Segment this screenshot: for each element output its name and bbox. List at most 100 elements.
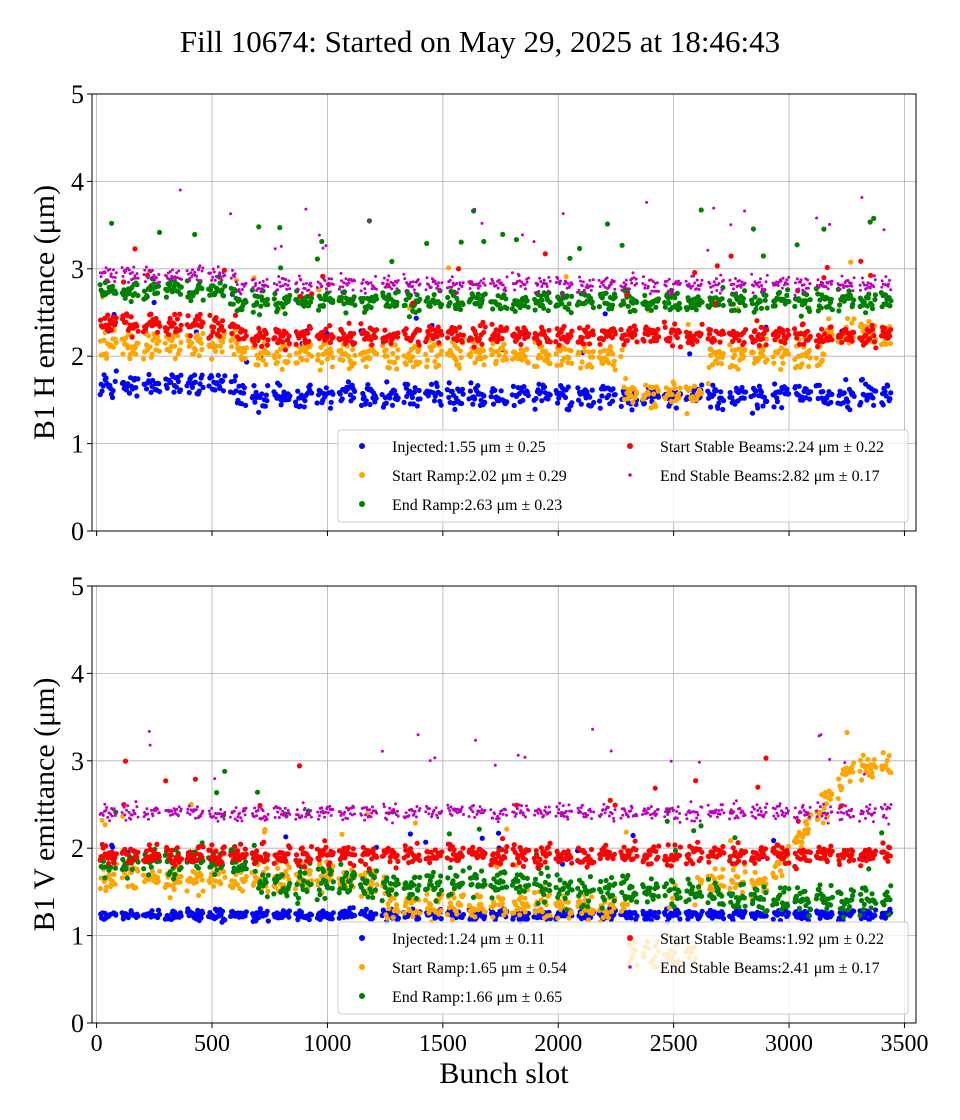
data-point <box>692 270 698 276</box>
data-point <box>480 348 486 354</box>
data-point <box>189 271 193 275</box>
data-point <box>780 360 786 366</box>
data-point <box>496 352 502 358</box>
data-point <box>383 338 389 344</box>
data-point <box>828 399 834 405</box>
data-point <box>406 314 412 320</box>
data-point <box>633 327 639 333</box>
data-point <box>859 376 866 382</box>
data-point <box>872 912 878 919</box>
data-point <box>674 290 680 296</box>
data-point <box>432 393 438 399</box>
data-point <box>599 393 605 399</box>
y-axis-label: B1 H emittance (μm) <box>28 185 61 440</box>
data-point <box>841 390 847 396</box>
data-point <box>473 331 479 337</box>
data-point <box>220 378 226 384</box>
data-point <box>172 872 178 878</box>
data-point <box>363 906 369 912</box>
data-point <box>887 303 893 309</box>
data-point <box>460 301 466 307</box>
data-point <box>136 276 140 280</box>
data-point <box>689 286 693 290</box>
data-point <box>292 886 298 892</box>
data-point <box>764 327 770 333</box>
data-point <box>171 389 177 395</box>
data-point <box>460 911 467 918</box>
data-point <box>328 349 334 355</box>
data-point <box>785 351 792 357</box>
data-point <box>142 273 146 277</box>
data-point <box>806 363 812 370</box>
data-point <box>699 908 705 915</box>
data-point <box>731 307 737 313</box>
data-point <box>869 322 875 328</box>
data-point <box>323 873 329 879</box>
data-point <box>505 275 509 279</box>
data-point <box>538 389 544 395</box>
data-point <box>869 770 875 776</box>
data-point <box>513 902 519 908</box>
data-point <box>428 882 435 888</box>
data-point <box>717 282 721 285</box>
data-point <box>569 328 575 334</box>
data-point <box>198 915 204 921</box>
data-point <box>135 868 141 874</box>
data-point <box>829 911 835 918</box>
data-point <box>657 289 661 293</box>
data-point <box>255 362 261 368</box>
data-point <box>386 292 392 298</box>
data-point <box>178 322 184 328</box>
data-point <box>229 344 235 350</box>
data-point <box>352 340 358 346</box>
data-point <box>461 281 465 285</box>
data-point <box>743 209 747 213</box>
data-point <box>200 888 206 894</box>
data-point <box>146 371 152 378</box>
data-point <box>167 869 173 875</box>
data-point <box>495 830 502 836</box>
data-point <box>829 307 836 313</box>
data-point <box>645 391 652 397</box>
data-point <box>209 356 215 362</box>
data-point <box>129 866 135 873</box>
data-point <box>579 279 583 283</box>
data-point <box>836 776 842 782</box>
data-point <box>127 322 133 328</box>
data-point <box>320 273 326 279</box>
data-point <box>753 306 759 312</box>
data-point <box>829 337 835 343</box>
data-point <box>258 281 262 285</box>
data-point <box>213 315 219 321</box>
data-point <box>433 279 437 283</box>
data-point <box>576 397 582 403</box>
data-point <box>518 894 524 900</box>
data-point <box>525 360 531 366</box>
data-point <box>257 312 263 318</box>
data-point <box>589 364 595 370</box>
data-point <box>730 301 736 307</box>
data-point <box>315 307 322 313</box>
data-point <box>611 905 617 911</box>
data-point <box>782 340 788 346</box>
data-point <box>257 906 263 912</box>
data-point <box>770 354 776 360</box>
data-point <box>676 300 682 306</box>
data-point <box>178 372 184 378</box>
data-point <box>345 353 351 359</box>
data-point <box>277 275 281 278</box>
data-point <box>784 292 790 298</box>
data-point <box>187 279 191 283</box>
data-point <box>820 389 826 395</box>
data-point <box>177 291 184 297</box>
data-point <box>873 764 879 770</box>
data-point <box>676 329 683 335</box>
data-point <box>749 301 756 307</box>
data-point <box>103 351 109 357</box>
data-point <box>860 752 866 758</box>
data-point <box>873 345 879 351</box>
data-point <box>198 340 204 346</box>
data-point <box>128 314 134 320</box>
data-point <box>656 909 662 916</box>
data-point <box>489 321 495 327</box>
